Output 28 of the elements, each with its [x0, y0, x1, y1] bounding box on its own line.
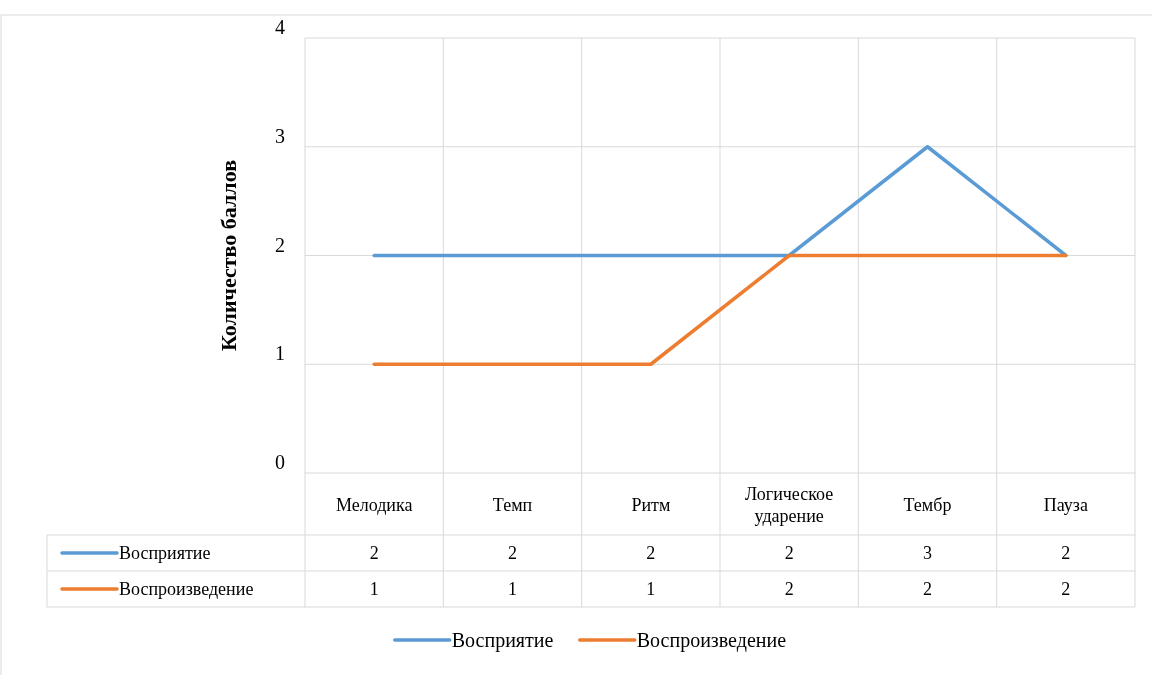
data-label: 2 — [1061, 579, 1071, 599]
data-label: 1 — [646, 579, 656, 599]
data-label: 2 — [923, 579, 932, 599]
text: Воспроизведение — [636, 629, 787, 651]
data-label: 2 — [369, 543, 379, 563]
data-label: 2 — [1061, 543, 1071, 563]
y-tick-label: 0 — [275, 451, 285, 473]
legend-label: Воспроизведение — [119, 579, 254, 599]
text: Восприятие — [451, 629, 554, 651]
x-tick-label: Пауза — [1043, 495, 1088, 515]
x-tick-label: Темп — [492, 495, 533, 515]
data-label: 2 — [508, 543, 517, 563]
y-axis-title: Количество баллов — [216, 159, 241, 352]
x-tick-label: Мелодика — [335, 495, 413, 515]
y-tick-label: 2 — [275, 233, 285, 256]
data-label: 2 — [784, 543, 794, 563]
y-tick-label: 1 — [275, 342, 285, 365]
legend-label: Восприятие — [119, 543, 211, 563]
x-tick-label: Тембр — [903, 495, 952, 515]
data-label: 1 — [369, 579, 379, 599]
data-label: 2 — [784, 579, 794, 599]
data-label: 3 — [923, 543, 932, 563]
data-label: 1 — [508, 579, 517, 599]
y-tick-label: 4 — [275, 16, 285, 38]
x-tick-label: Логическое ударение — [745, 484, 834, 526]
x-tick-label: Ритм — [631, 495, 671, 515]
y-tick-label: 3 — [275, 124, 285, 147]
data-label: 2 — [646, 543, 656, 563]
